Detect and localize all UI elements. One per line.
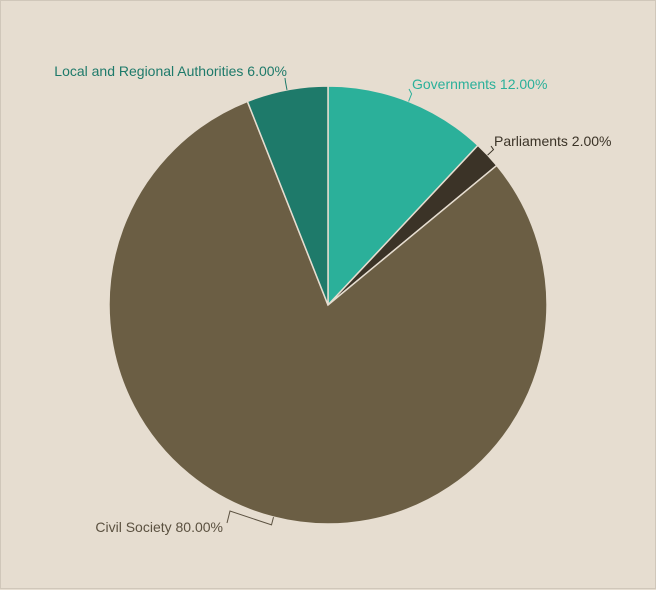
pie-slice-local-and-regional-authorities[interactable] xyxy=(246,85,329,306)
slice-label-local-and-regional-authorities: Local and Regional Authorities 6.00% xyxy=(54,63,287,79)
connector-governments xyxy=(408,88,413,102)
label-connectors xyxy=(226,77,495,526)
connector-local-and-regional-authorities xyxy=(284,77,288,90)
pie-slices xyxy=(108,85,548,525)
slice-label-parliaments: Parliaments 2.00% xyxy=(494,133,612,149)
slice-label-civil-society: Civil Society 80.00% xyxy=(95,519,223,535)
connector-parliaments xyxy=(487,145,495,156)
connector-civil-society xyxy=(226,510,274,526)
slice-label-governments: Governments 12.00% xyxy=(412,76,547,92)
slice-labels: Governments 12.00% Parliaments 2.00% Civil… xyxy=(54,63,611,535)
